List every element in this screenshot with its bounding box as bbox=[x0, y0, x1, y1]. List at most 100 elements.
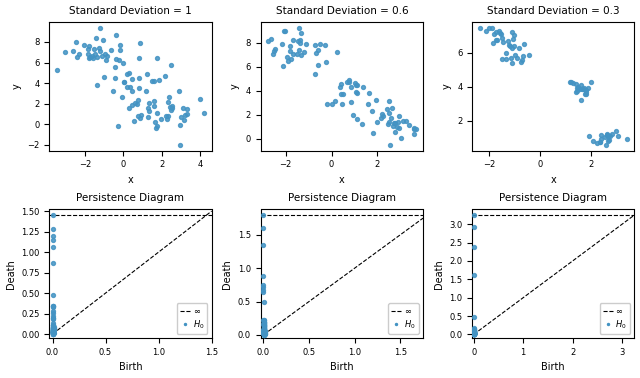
Point bbox=[468, 331, 479, 337]
Legend: $\infty$, $H_0$: $\infty$, $H_0$ bbox=[600, 303, 630, 334]
Point bbox=[394, 113, 404, 119]
Point bbox=[607, 131, 617, 137]
X-axis label: x: x bbox=[550, 175, 556, 185]
Title: Persistence Diagram: Persistence Diagram bbox=[288, 193, 396, 203]
Point bbox=[144, 108, 154, 114]
Point bbox=[136, 112, 146, 118]
Point bbox=[501, 56, 511, 62]
Point bbox=[48, 327, 58, 333]
Point bbox=[583, 85, 593, 91]
Point bbox=[259, 331, 269, 337]
Point bbox=[259, 282, 269, 288]
Point bbox=[468, 329, 479, 335]
Point bbox=[508, 36, 518, 42]
Point bbox=[152, 55, 162, 61]
Point bbox=[167, 103, 177, 109]
Point bbox=[384, 119, 394, 125]
Point bbox=[48, 328, 58, 335]
Point bbox=[179, 117, 189, 123]
Point bbox=[572, 81, 582, 87]
Point bbox=[48, 330, 58, 336]
Point bbox=[259, 329, 269, 335]
Point bbox=[468, 326, 479, 332]
Point bbox=[468, 327, 479, 333]
Point bbox=[409, 126, 419, 132]
Point bbox=[259, 324, 269, 330]
Point bbox=[175, 122, 185, 128]
Point bbox=[87, 53, 97, 59]
Point bbox=[47, 329, 58, 335]
Point bbox=[49, 330, 59, 336]
Point bbox=[259, 321, 269, 327]
Point bbox=[409, 125, 419, 131]
Point bbox=[259, 320, 269, 326]
Point bbox=[74, 51, 84, 57]
Point bbox=[580, 91, 590, 98]
Point bbox=[468, 328, 479, 334]
Point bbox=[259, 273, 269, 279]
Point bbox=[492, 29, 502, 35]
Point bbox=[351, 89, 361, 95]
Point bbox=[156, 116, 166, 122]
Point bbox=[47, 328, 58, 335]
Point bbox=[591, 140, 602, 146]
Point bbox=[311, 50, 321, 56]
Point bbox=[388, 120, 399, 126]
Point bbox=[147, 78, 157, 84]
Point bbox=[259, 328, 269, 334]
Point bbox=[195, 96, 205, 102]
Point bbox=[259, 331, 269, 337]
Point bbox=[125, 84, 135, 90]
Point bbox=[109, 64, 120, 70]
Point bbox=[47, 328, 58, 335]
Point bbox=[115, 47, 125, 53]
Point bbox=[595, 139, 605, 145]
Point bbox=[288, 51, 298, 57]
Point bbox=[94, 45, 104, 51]
Point bbox=[506, 45, 516, 51]
Point bbox=[468, 331, 479, 337]
Point bbox=[47, 328, 58, 334]
Point bbox=[47, 260, 58, 266]
Point bbox=[47, 330, 58, 336]
Point bbox=[47, 327, 58, 333]
Point bbox=[47, 324, 58, 330]
Point bbox=[47, 304, 58, 310]
Point bbox=[259, 331, 269, 337]
Point bbox=[351, 82, 362, 88]
Point bbox=[327, 101, 337, 107]
Point bbox=[259, 325, 269, 332]
Point bbox=[568, 80, 579, 86]
Point bbox=[564, 79, 575, 85]
Point bbox=[182, 106, 193, 112]
Point bbox=[600, 134, 611, 140]
Point bbox=[259, 322, 269, 328]
Point bbox=[387, 105, 397, 111]
Point bbox=[259, 332, 269, 338]
Point bbox=[468, 329, 479, 335]
Point bbox=[468, 212, 479, 218]
Point bbox=[47, 325, 58, 332]
Point bbox=[588, 138, 598, 144]
Point bbox=[468, 330, 479, 336]
Point bbox=[351, 82, 362, 88]
Point bbox=[106, 47, 116, 53]
Title: Persistence Diagram: Persistence Diagram bbox=[499, 193, 607, 203]
Point bbox=[268, 51, 278, 57]
Point bbox=[101, 57, 111, 63]
Point bbox=[48, 331, 58, 337]
Point bbox=[509, 33, 519, 39]
Point bbox=[259, 330, 269, 336]
Point bbox=[48, 329, 58, 335]
Point bbox=[47, 325, 58, 332]
Point bbox=[468, 330, 479, 336]
Y-axis label: Death: Death bbox=[222, 259, 232, 289]
Point bbox=[468, 330, 479, 336]
Point bbox=[279, 28, 289, 34]
Point bbox=[362, 101, 372, 107]
Point bbox=[364, 90, 374, 96]
Point bbox=[48, 314, 58, 321]
Point bbox=[468, 327, 479, 333]
Point bbox=[47, 330, 58, 336]
Point bbox=[99, 74, 109, 80]
